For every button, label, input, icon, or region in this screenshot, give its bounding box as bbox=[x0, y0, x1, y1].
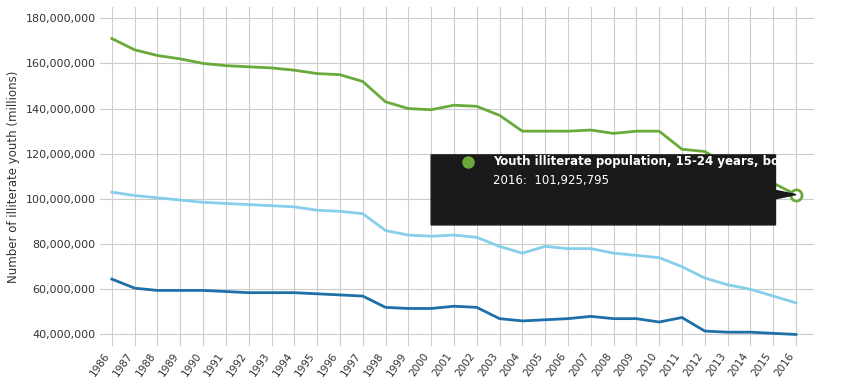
Polygon shape bbox=[768, 189, 795, 200]
Text: Youth illiterate population, 15-24 years, both sexes: Youth illiterate population, 15-24 years… bbox=[492, 155, 833, 168]
Y-axis label: Number of illiterate youth (millions): Number of illiterate youth (millions) bbox=[7, 70, 20, 283]
FancyBboxPatch shape bbox=[430, 155, 775, 225]
Text: 2016:  101,925,795: 2016: 101,925,795 bbox=[492, 174, 608, 187]
